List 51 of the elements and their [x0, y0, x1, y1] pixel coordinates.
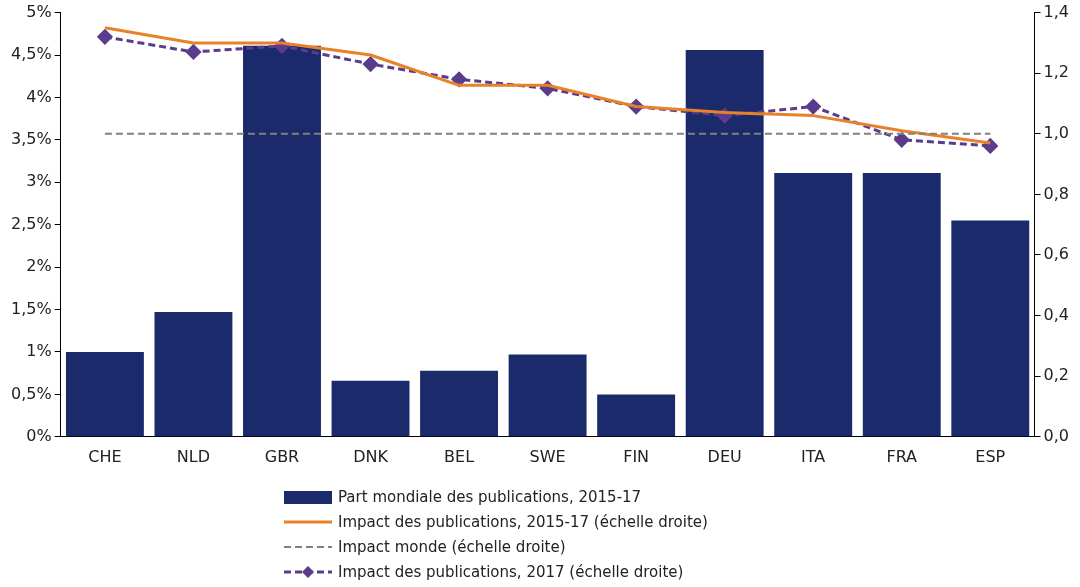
legend-label: Part mondiale des publications, 2015-17	[338, 487, 642, 506]
y2-tick-label: 1,0	[1043, 122, 1070, 142]
point	[805, 99, 821, 115]
point	[451, 71, 467, 87]
y-tick-label: 5%	[26, 1, 52, 21]
bar	[65, 351, 144, 437]
y-tick-label: 1%	[26, 341, 52, 361]
bar	[420, 370, 499, 437]
x-tick-label: SWE	[529, 446, 566, 466]
x-tick-label: ESP	[975, 446, 1006, 466]
y2-tick-label: 1,4	[1043, 1, 1070, 21]
x-tick-label: CHE	[88, 446, 122, 466]
x-tick-label: FRA	[886, 446, 918, 466]
x-tick-label: DEU	[707, 446, 742, 466]
bar	[243, 45, 321, 437]
x-tick-label: NLD	[176, 446, 211, 466]
y2-tick-label: 0,0	[1043, 425, 1070, 445]
y-tick-label: 2%	[26, 256, 52, 276]
bar	[951, 220, 1030, 437]
y-tick-label: 0%	[26, 425, 52, 445]
y-tick-label: 3,5%	[10, 129, 52, 149]
bar	[862, 172, 941, 437]
bar	[331, 380, 410, 437]
y2-tick-label: 1,2	[1043, 62, 1070, 82]
bar	[774, 172, 853, 437]
x-tick-label: DNK	[353, 446, 389, 466]
y2-tick-label: 0,4	[1043, 304, 1070, 324]
point	[97, 29, 113, 45]
point	[363, 56, 379, 72]
point	[894, 132, 910, 148]
bar	[685, 49, 764, 437]
bar	[154, 312, 233, 437]
y2-tick-label: 0,6	[1043, 244, 1070, 264]
legend-label: Impact des publications, 2017 (échelle droite)	[338, 562, 684, 581]
y-tick-label: 3%	[26, 171, 52, 191]
legend-label: Impact monde (échelle droite)	[338, 537, 566, 556]
bar	[508, 354, 587, 437]
x-tick-label: BEL	[444, 446, 475, 466]
point	[185, 44, 201, 60]
y-tick-label: 4%	[26, 86, 52, 106]
y-tick-label: 0,5%	[10, 383, 52, 403]
y-tick-label: 1,5%	[10, 298, 52, 318]
y2-tick-label: 0,2	[1043, 365, 1070, 385]
y2-tick-label: 0,8	[1043, 183, 1070, 203]
bar	[597, 394, 676, 437]
x-tick-label: ITA	[801, 446, 826, 466]
y-tick-label: 4,5%	[10, 44, 52, 64]
y-tick-label: 2,5%	[10, 213, 52, 233]
x-tick-label: GBR	[264, 446, 300, 466]
x-tick-label: FIN	[623, 446, 650, 466]
legend-label: Impact des publications, 2015-17 (échelle droite)	[338, 512, 708, 531]
